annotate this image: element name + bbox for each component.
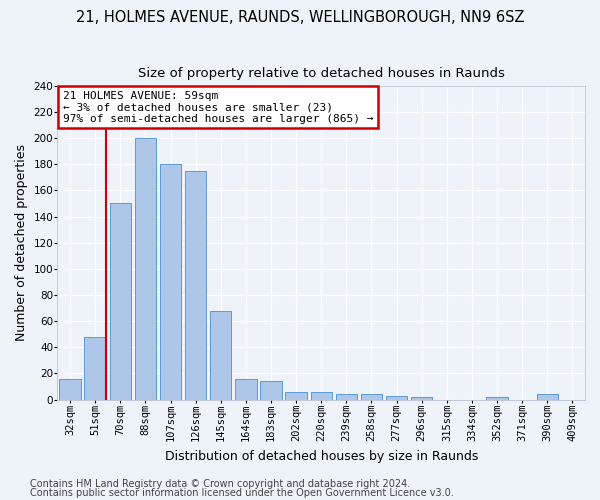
Bar [260, 381, 281, 400]
Bar [487, 397, 508, 400]
X-axis label: Distribution of detached houses by size in Raunds: Distribution of detached houses by size … [164, 450, 478, 462]
Text: 21, HOLMES AVENUE, RAUNDS, WELLINGBOROUGH, NN9 6SZ: 21, HOLMES AVENUE, RAUNDS, WELLINGBOROUG… [76, 10, 524, 25]
Text: 21 HOLMES AVENUE: 59sqm
← 3% of detached houses are smaller (23)
97% of semi-det: 21 HOLMES AVENUE: 59sqm ← 3% of detached… [63, 90, 373, 124]
Bar [85, 337, 106, 400]
Bar [386, 396, 407, 400]
Bar [110, 204, 131, 400]
Bar [411, 397, 433, 400]
Bar [185, 171, 206, 400]
Bar [160, 164, 181, 400]
Bar [361, 394, 382, 400]
Title: Size of property relative to detached houses in Raunds: Size of property relative to detached ho… [138, 68, 505, 80]
Bar [311, 392, 332, 400]
Y-axis label: Number of detached properties: Number of detached properties [15, 144, 28, 341]
Bar [135, 138, 156, 400]
Text: Contains public sector information licensed under the Open Government Licence v3: Contains public sector information licen… [30, 488, 454, 498]
Bar [286, 392, 307, 400]
Bar [59, 378, 81, 400]
Text: Contains HM Land Registry data © Crown copyright and database right 2024.: Contains HM Land Registry data © Crown c… [30, 479, 410, 489]
Bar [210, 310, 232, 400]
Bar [536, 394, 558, 400]
Bar [235, 378, 257, 400]
Bar [335, 394, 357, 400]
